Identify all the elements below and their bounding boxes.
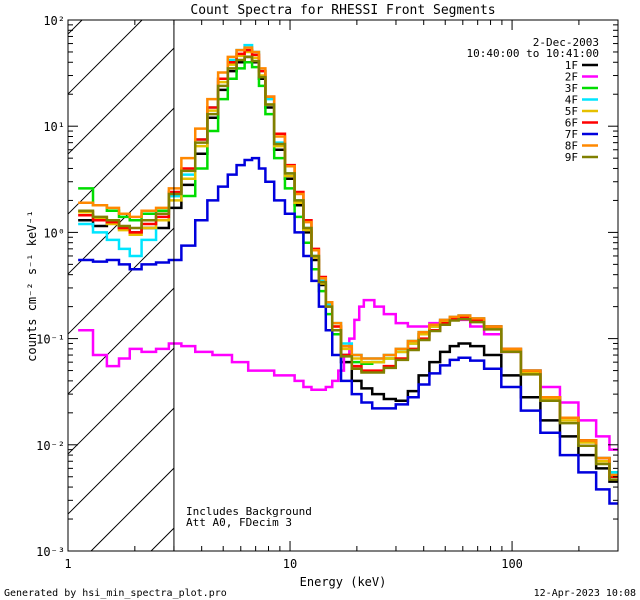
hatch-line [67, 107, 175, 215]
series-layer [78, 43, 618, 505]
x-axis-label: Energy (keV) [300, 575, 387, 589]
hatch-line [67, 227, 175, 335]
info-date: 2-Dec-2003 [533, 36, 599, 49]
series-9F [78, 55, 618, 481]
hatch-line [150, 527, 175, 552]
annotation-attenuator: Att A0, FDecim 3 [186, 516, 292, 529]
legend-label-5F: 5F [565, 105, 578, 118]
legend-label-2F: 2F [565, 71, 578, 84]
legend-label-9F: 9F [565, 151, 578, 164]
y-tick-label: 10¹ [43, 120, 65, 134]
y-tick-label: 10⁻² [36, 439, 65, 453]
y-tick-label: 10⁻³ [36, 545, 65, 559]
legend-label-6F: 6F [565, 117, 578, 130]
x-tick-label: 10 [283, 557, 297, 571]
hatch-background [68, 20, 174, 551]
hatch-line [67, 167, 175, 275]
hatch-line [67, 287, 175, 395]
footer-timestamp: 12-Apr-2023 10:08 [534, 588, 636, 599]
legend-label-7F: 7F [565, 128, 578, 141]
axes: 1 10 100 10⁻³ 10⁻² 10⁻¹ 10⁰ 10¹ 10² [36, 14, 619, 571]
y-tick-label: 10⁰ [43, 226, 65, 240]
hatch-line [67, 47, 175, 155]
info-time-range: 10:40:00 to 10:41:00 [467, 47, 599, 60]
hatch-line [90, 467, 175, 552]
hatch-line [67, 347, 175, 455]
legend-label-4F: 4F [565, 94, 578, 107]
plot-frame [67, 19, 619, 552]
footer-generated-by: Generated by hsi_min_spectra_plot.pro [4, 588, 227, 599]
y-axis-label: counts cm⁻² s⁻¹ keV⁻¹ [25, 210, 39, 362]
series-7F [78, 156, 618, 505]
chart-title: Count Spectra for RHESSI Front Segments [190, 3, 495, 18]
legend-label-8F: 8F [565, 140, 578, 153]
excluded-region-hatch [67, 19, 175, 552]
hatch-line [67, 19, 83, 35]
hatch-line [67, 19, 143, 95]
legend-label-3F: 3F [565, 82, 578, 95]
x-tick-label: 1 [64, 557, 71, 571]
series-2F [78, 298, 618, 451]
hatch-line [67, 407, 175, 515]
annotation-background: Includes Background [186, 505, 312, 518]
x-tick-label: 100 [501, 557, 523, 571]
y-tick-label: 10² [43, 14, 65, 28]
y-tick-label: 10⁻¹ [36, 333, 65, 347]
legend-label-1F: 1F [565, 59, 578, 72]
